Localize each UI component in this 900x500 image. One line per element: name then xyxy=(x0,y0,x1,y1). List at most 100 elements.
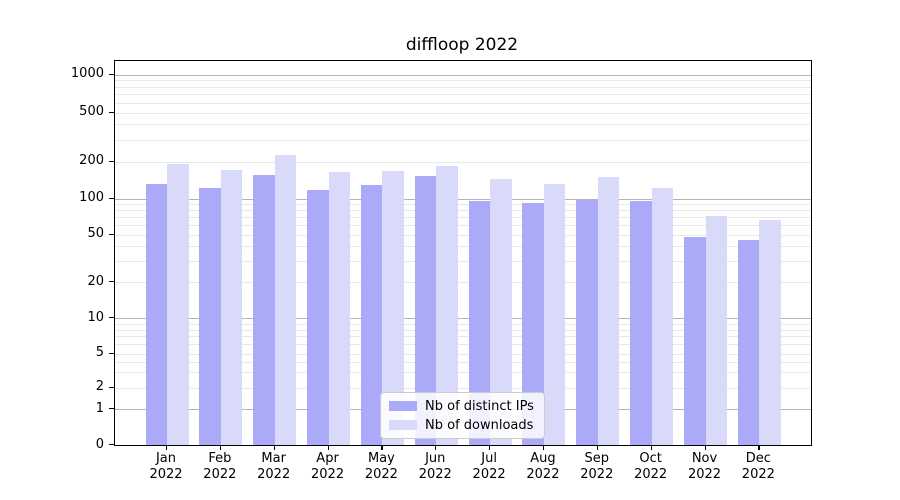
gridline-minor xyxy=(115,217,811,219)
bar-distinct-ips xyxy=(145,184,167,445)
gridline-minor xyxy=(115,282,811,284)
gridline-minor xyxy=(115,344,811,346)
bar-distinct-ips xyxy=(522,203,544,445)
gridline-major xyxy=(115,74,811,76)
y-tick-label: 0 xyxy=(95,436,104,452)
bar-downloads xyxy=(543,184,566,445)
bar-downloads xyxy=(328,172,351,445)
bar-distinct-ips xyxy=(360,185,383,445)
y-tick-label: 2 xyxy=(95,379,104,394)
y-tick-label: 10 xyxy=(87,309,104,325)
y-tick-label: 500 xyxy=(79,104,104,119)
x-tick-mark xyxy=(704,445,706,450)
legend-label: Nb of downloads xyxy=(425,417,534,433)
y-tick-mark xyxy=(109,233,114,235)
x-tick-mark xyxy=(327,445,329,450)
bar-distinct-ips xyxy=(630,200,652,445)
bar-distinct-ips xyxy=(414,175,437,445)
gridline-minor xyxy=(115,102,811,104)
legend: Nb of distinct IPs Nb of downloads xyxy=(380,392,545,439)
y-tick-mark xyxy=(109,73,114,75)
y-tick-label: 200 xyxy=(79,153,104,168)
x-tick-mark xyxy=(596,445,598,450)
bar-distinct-ips xyxy=(199,188,221,445)
y-tick-mark xyxy=(109,160,114,162)
legend-item: Nb of downloads xyxy=(389,417,534,433)
x-tick-label: Mar 2022 xyxy=(257,451,291,482)
x-tick-mark xyxy=(435,445,437,450)
bar-downloads xyxy=(705,216,727,445)
bar-distinct-ips xyxy=(307,190,329,445)
bar-downloads xyxy=(651,188,674,445)
gridline-minor xyxy=(115,80,811,82)
gridline-minor xyxy=(115,372,811,374)
bar-downloads xyxy=(759,220,781,445)
bar-downloads xyxy=(274,154,297,445)
y-tick-mark xyxy=(109,352,114,354)
gridline-minor xyxy=(115,225,811,227)
gridline-major xyxy=(115,318,811,320)
y-tick-label: 1 xyxy=(95,400,104,416)
legend-swatch xyxy=(389,420,417,430)
gridline-minor xyxy=(115,323,811,325)
x-tick-label: Jan 2022 xyxy=(149,451,183,482)
bar-distinct-ips xyxy=(684,236,706,445)
x-tick-mark xyxy=(489,445,491,450)
gridline-major xyxy=(115,198,811,200)
gridline-minor xyxy=(115,112,811,114)
gridline-minor xyxy=(115,329,811,331)
gridline-minor xyxy=(115,234,811,236)
legend-swatch xyxy=(389,401,417,411)
gridline-minor xyxy=(115,353,811,355)
chart-title: diffloop 2022 xyxy=(405,35,519,55)
bar-distinct-ips xyxy=(576,200,598,445)
y-tick-mark xyxy=(109,111,114,113)
x-tick-mark xyxy=(273,445,275,450)
x-tick-mark xyxy=(758,445,760,450)
x-tick-mark xyxy=(542,445,545,450)
legend-label: Nb of distinct IPs xyxy=(425,398,534,414)
x-tick-label: Apr 2022 xyxy=(311,451,345,482)
gridline-minor xyxy=(115,246,811,248)
x-tick-label: Nov 2022 xyxy=(687,451,722,482)
bar-downloads xyxy=(167,163,189,445)
gridline-minor xyxy=(115,210,811,212)
x-tick-label: May 2022 xyxy=(364,451,398,482)
bar-downloads xyxy=(597,176,620,445)
y-tick-label: 100 xyxy=(79,190,104,206)
x-tick-label: Jul 2022 xyxy=(472,451,506,482)
bar-distinct-ips xyxy=(737,240,760,445)
gridline-minor xyxy=(115,387,811,389)
plot-area xyxy=(114,60,812,446)
gridline-minor xyxy=(115,86,811,88)
x-tick-label: Feb 2022 xyxy=(203,451,237,482)
y-tick-mark xyxy=(109,197,114,199)
x-tick-label: Dec 2022 xyxy=(741,451,775,482)
gridline-minor xyxy=(115,336,811,338)
y-tick-mark xyxy=(109,386,114,388)
x-tick-mark xyxy=(166,445,168,450)
y-tick-mark xyxy=(109,444,114,446)
x-tick-mark xyxy=(219,445,222,450)
x-tick-label: Jun 2022 xyxy=(418,451,452,482)
bar-downloads xyxy=(490,179,512,445)
bar-distinct-ips xyxy=(253,174,275,445)
x-tick-mark xyxy=(650,445,652,450)
gridline-minor xyxy=(115,139,811,141)
x-tick-label: Sep 2022 xyxy=(580,451,614,482)
x-tick-label: Aug 2022 xyxy=(526,451,560,482)
bar-distinct-ips xyxy=(468,200,491,445)
y-tick-mark xyxy=(109,408,114,410)
bar-downloads xyxy=(220,169,243,445)
x-tick-label: Oct 2022 xyxy=(634,451,668,482)
y-tick-label: 1000 xyxy=(70,66,104,81)
y-tick-label: 50 xyxy=(87,226,104,241)
legend-item: Nb of distinct IPs xyxy=(389,398,534,414)
gridline-minor xyxy=(115,361,811,363)
gridline-minor xyxy=(115,161,811,163)
bar-downloads xyxy=(382,170,404,445)
x-tick-mark xyxy=(381,445,383,450)
gridline-minor xyxy=(115,261,811,263)
y-tick-label: 5 xyxy=(95,345,104,360)
